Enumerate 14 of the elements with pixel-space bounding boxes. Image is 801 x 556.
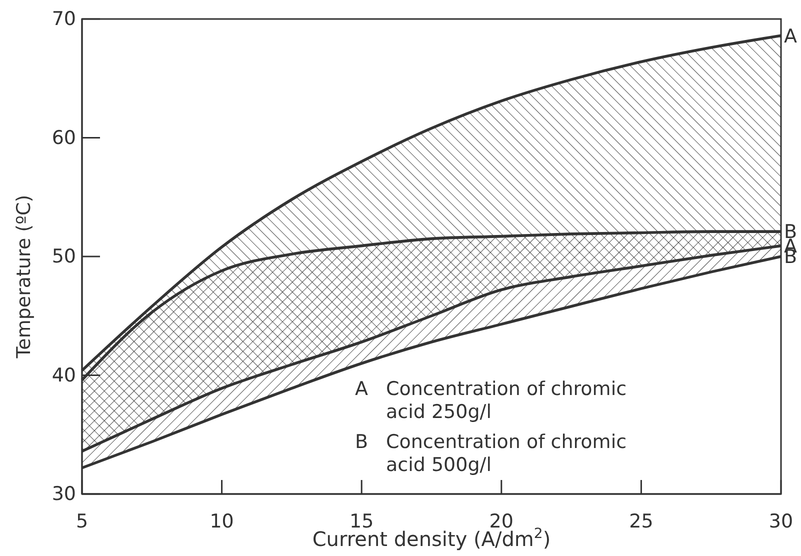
y-axis-title: Temperature (ºC)	[13, 194, 35, 360]
annotation: A Concentration of chromic acid 250g/l	[355, 378, 627, 423]
annotation: B Concentration of chromic acid 500g/l	[355, 431, 627, 476]
x-tick-label: 25	[629, 510, 654, 532]
y-tick-label: 60	[52, 126, 76, 149]
y-tick-label: 50	[52, 246, 76, 268]
x-tick-label: 15	[350, 510, 374, 532]
x-tick-label: 30	[768, 510, 794, 532]
y-tick-label: 30	[52, 483, 76, 506]
y-tick-label: 40	[52, 364, 76, 386]
series-label: A	[784, 25, 797, 48]
x-tick-label: 5	[76, 510, 88, 532]
y-tick-label: 70	[52, 8, 76, 30]
x-tick-label: 10	[210, 510, 234, 532]
